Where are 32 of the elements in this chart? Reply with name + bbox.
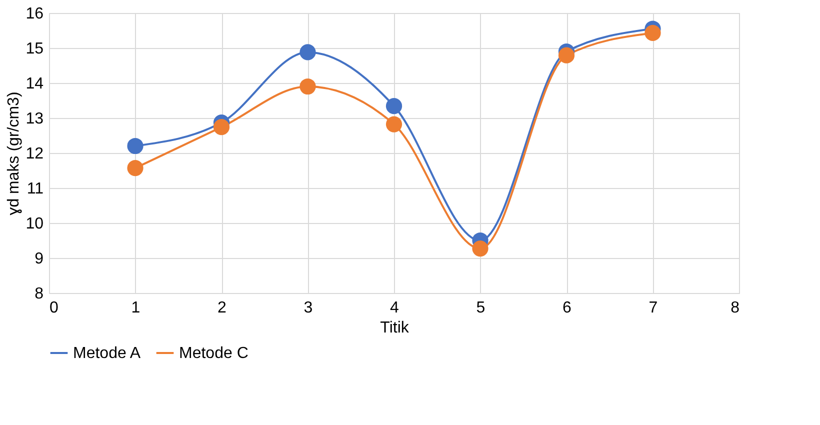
y-tick-label: 15 xyxy=(26,40,44,58)
x-tick-label: 1 xyxy=(131,300,140,316)
y-axis-title: ɣd maks (gr/cm3) xyxy=(6,92,23,216)
y-tick-label: 9 xyxy=(34,250,44,268)
x-tick-label: 6 xyxy=(562,300,572,316)
x-tick-label: 7 xyxy=(648,300,658,316)
legend-label: Metode C xyxy=(179,345,248,362)
y-tick-label: 13 xyxy=(26,110,44,128)
y-tick-label: 14 xyxy=(26,76,44,92)
x-tick-label: 5 xyxy=(476,300,486,316)
point xyxy=(213,119,230,136)
point xyxy=(300,78,316,95)
y-tick-label: 11 xyxy=(26,180,44,198)
point xyxy=(644,24,661,41)
y-tick-label: 16 xyxy=(26,6,44,22)
x-tick-label: 2 xyxy=(218,300,227,316)
y-tick-label: 10 xyxy=(26,216,44,232)
point xyxy=(127,138,144,154)
legend-label: Metode A xyxy=(73,345,141,362)
point xyxy=(386,116,402,132)
x-axis-title: Titik xyxy=(380,320,410,336)
point xyxy=(472,240,488,257)
x-tick-label: 0 xyxy=(50,300,58,316)
point xyxy=(558,47,575,64)
x-tick-label: 4 xyxy=(390,300,400,316)
y-tick-label: 12 xyxy=(26,146,44,162)
point xyxy=(127,160,144,176)
point xyxy=(386,98,402,114)
x-tick-label: 3 xyxy=(304,300,313,316)
point xyxy=(300,44,316,60)
y-tick-label: 8 xyxy=(34,286,44,302)
x-tick-label: 8 xyxy=(730,300,740,316)
